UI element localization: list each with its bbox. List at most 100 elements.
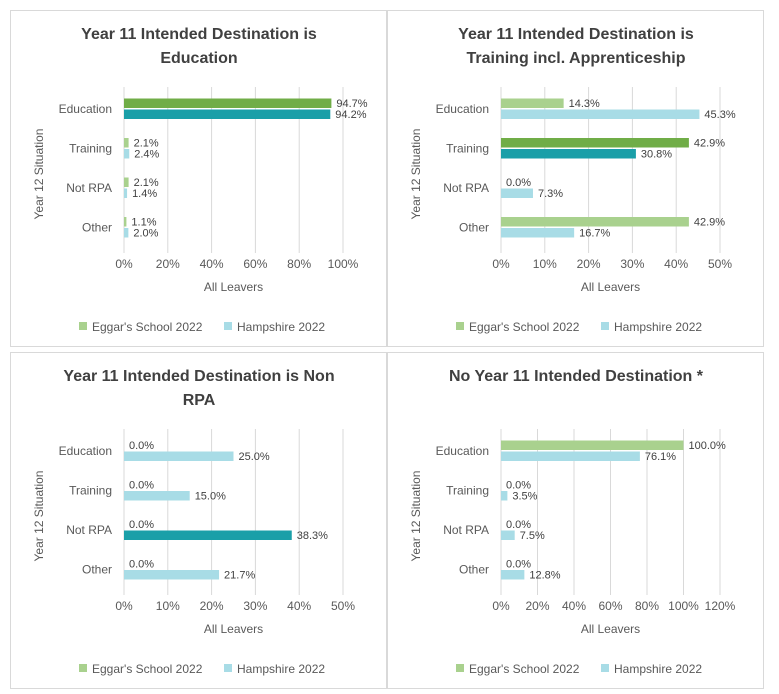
data-label-hampshire-education: 45.3% (704, 109, 735, 121)
x-tick-label: 40% (287, 599, 311, 613)
category-label-training: Training (446, 483, 489, 497)
data-label-hampshire-not-rpa: 1.4% (132, 188, 157, 200)
category-label-not-rpa: Not RPA (66, 181, 112, 195)
category-label-training: Training (69, 141, 112, 155)
legend-label-school: Eggar's School 2022 (469, 320, 580, 334)
chart-panel-training: Year 11 Intended Destination is Training … (387, 10, 764, 347)
x-tick-label: 20% (200, 599, 224, 613)
bar-hampshire-other (501, 228, 575, 238)
chart-title: Year 11 Intended Destination is (81, 26, 317, 43)
category-label-other: Other (82, 562, 112, 576)
x-tick-label: 50% (708, 257, 732, 271)
legend-swatch-school (456, 664, 464, 672)
data-label-school-not-rpa: 2.1% (134, 177, 159, 189)
x-tick-label: 40% (200, 257, 224, 271)
legend-label-hampshire: Hampshire 2022 (237, 320, 325, 334)
bar-hampshire-other (124, 570, 220, 580)
bar-school-training (501, 138, 689, 148)
legend-swatch-hampshire (224, 322, 232, 330)
y-axis-label: Year 12 Situation (32, 471, 46, 562)
bar-school-education (501, 98, 564, 108)
data-label-school-training: 2.1% (134, 138, 159, 150)
category-label-other: Other (459, 220, 489, 234)
x-tick-label: 0% (115, 599, 133, 613)
chart-title: Education (160, 50, 237, 67)
bar-hampshire-education (124, 451, 234, 461)
bar-hampshire-training (124, 149, 130, 159)
bar-hampshire-not-rpa (124, 530, 292, 540)
data-label-hampshire-other: 2.0% (133, 228, 158, 240)
data-label-school-not-rpa: 0.0% (506, 519, 531, 531)
legend-swatch-hampshire (601, 322, 609, 330)
x-axis-label: All Leavers (204, 622, 263, 636)
chart-title: Training incl. Apprenticeship (467, 50, 686, 67)
category-label-other: Other (459, 562, 489, 576)
bar-hampshire-not-rpa (501, 188, 533, 198)
x-axis-label: All Leavers (581, 280, 640, 294)
x-tick-label: 30% (243, 599, 267, 613)
data-label-school-other: 0.0% (506, 559, 531, 571)
chart-svg-education: Year 11 Intended Destination is Education… (32, 26, 368, 334)
legend-label-school: Eggar's School 2022 (469, 662, 580, 676)
data-label-hampshire-education: 94.2% (335, 109, 366, 121)
data-label-school-education: 14.3% (569, 98, 600, 110)
chart-panel-no-destination: No Year 11 Intended Destination * 0% 20% 40… (387, 352, 764, 689)
chart-panel-not-rpa: Year 11 Intended Destination is Non RPA 0%… (10, 352, 387, 689)
bar-school-education (124, 98, 332, 108)
data-label-school-education: 0.0% (129, 440, 154, 452)
bar-hampshire-training (501, 149, 636, 159)
x-tick-label: 20% (577, 257, 601, 271)
bar-hampshire-education (501, 109, 700, 119)
legend-label-hampshire: Hampshire 2022 (614, 320, 702, 334)
bar-hampshire-other (501, 570, 525, 580)
y-axis-label: Year 12 Situation (409, 129, 423, 220)
x-tick-label: 0% (492, 257, 510, 271)
x-tick-label: 80% (635, 599, 659, 613)
data-label-hampshire-other: 21.7% (224, 570, 255, 582)
legend-swatch-hampshire (224, 664, 232, 672)
legend-label-hampshire: Hampshire 2022 (614, 662, 702, 676)
chart-panel-education: Year 11 Intended Destination is Education… (10, 10, 387, 347)
data-label-school-not-rpa: 0.0% (129, 519, 154, 531)
chart-svg-no-destination: No Year 11 Intended Destination * 0% 20% 40… (409, 368, 736, 676)
data-label-hampshire-training: 2.4% (134, 149, 159, 161)
bar-hampshire-other (124, 228, 129, 238)
chart-title: Year 11 Intended Destination is (458, 26, 694, 43)
x-tick-label: 80% (287, 257, 311, 271)
x-tick-label: 60% (243, 257, 267, 271)
data-label-school-training: 0.0% (506, 480, 531, 492)
data-label-hampshire-other: 16.7% (579, 228, 610, 240)
data-label-school-not-rpa: 0.0% (506, 177, 531, 189)
data-label-hampshire-education: 76.1% (645, 451, 676, 463)
x-tick-label: 0% (492, 599, 510, 613)
x-tick-label: 20% (156, 257, 180, 271)
category-label-not-rpa: Not RPA (443, 181, 489, 195)
category-label-education: Education (59, 102, 112, 116)
x-tick-label: 20% (525, 599, 549, 613)
chart-svg-training: Year 11 Intended Destination is Training … (409, 26, 736, 334)
bar-hampshire-education (501, 451, 640, 461)
legend-swatch-school (79, 664, 87, 672)
x-tick-label: 40% (562, 599, 586, 613)
data-label-school-training: 42.9% (694, 138, 725, 150)
data-label-school-education: 94.7% (336, 98, 367, 110)
category-label-training: Training (69, 483, 112, 497)
data-label-hampshire-not-rpa: 7.5% (520, 530, 545, 542)
bar-school-training (124, 138, 129, 148)
chart-title: Year 11 Intended Destination is Non (63, 368, 334, 385)
x-tick-label: 100% (668, 599, 699, 613)
chart-title: No Year 11 Intended Destination * (449, 368, 704, 385)
data-label-hampshire-not-rpa: 38.3% (297, 530, 328, 542)
data-label-hampshire-other: 12.8% (529, 570, 560, 582)
bar-hampshire-not-rpa (124, 188, 128, 198)
x-tick-label: 120% (705, 599, 736, 613)
x-axis-label: All Leavers (204, 280, 263, 294)
category-label-other: Other (82, 220, 112, 234)
data-label-school-other: 42.9% (694, 217, 725, 229)
x-tick-label: 10% (533, 257, 557, 271)
data-label-hampshire-training: 30.8% (641, 149, 672, 161)
legend-label-school: Eggar's School 2022 (92, 320, 203, 334)
category-label-education: Education (436, 102, 489, 116)
x-tick-label: 40% (664, 257, 688, 271)
chart-svg-not-rpa: Year 11 Intended Destination is Non RPA 0%… (32, 368, 355, 676)
